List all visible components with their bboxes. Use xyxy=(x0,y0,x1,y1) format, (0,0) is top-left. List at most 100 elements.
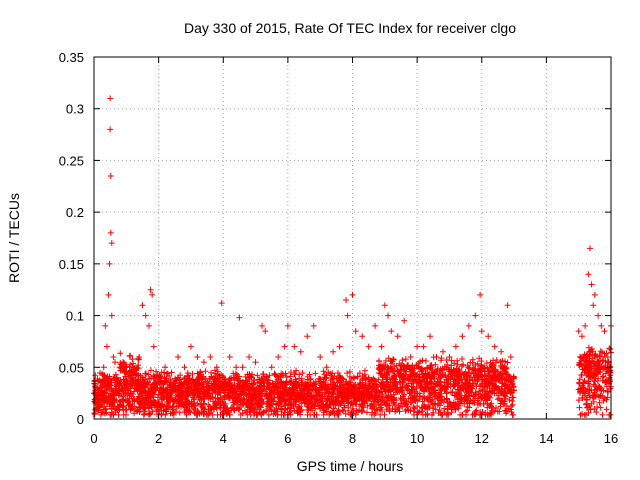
data-point xyxy=(344,370,351,377)
data-point xyxy=(463,393,470,400)
data-point xyxy=(100,372,107,379)
data-point xyxy=(593,386,600,393)
data-point xyxy=(347,380,354,387)
data-point xyxy=(128,405,135,412)
data-point xyxy=(176,376,183,383)
data-point xyxy=(420,393,427,400)
data-point xyxy=(99,390,106,397)
data-point xyxy=(323,401,330,408)
data-point xyxy=(150,343,157,350)
data-point xyxy=(103,343,110,350)
data-point xyxy=(169,404,176,411)
data-point xyxy=(482,397,489,404)
data-point xyxy=(335,410,341,417)
data-point xyxy=(389,405,396,412)
x-tick-label: 10 xyxy=(410,431,424,446)
data-point xyxy=(243,409,250,416)
data-point xyxy=(253,411,260,418)
data-point xyxy=(606,368,613,375)
data-point xyxy=(582,362,589,369)
data-point xyxy=(359,376,366,383)
data-point xyxy=(403,406,410,413)
data-point xyxy=(286,394,293,401)
data-point xyxy=(108,312,115,319)
data-point xyxy=(586,245,593,252)
data-point xyxy=(607,411,614,418)
data-point xyxy=(318,386,325,393)
data-point xyxy=(491,343,498,350)
data-point xyxy=(438,355,445,362)
data-point xyxy=(135,393,142,400)
data-point xyxy=(422,372,429,379)
data-point xyxy=(385,312,392,319)
data-point xyxy=(210,398,217,405)
data-point xyxy=(364,385,371,392)
data-point xyxy=(144,403,151,410)
data-point xyxy=(312,388,319,395)
data-point xyxy=(413,393,420,400)
data-point xyxy=(476,367,483,374)
data-point xyxy=(425,403,432,410)
data-point xyxy=(213,405,220,412)
data-point xyxy=(248,394,255,401)
data-point xyxy=(486,384,493,391)
data-point xyxy=(268,364,275,371)
data-point xyxy=(478,393,485,400)
data-point xyxy=(151,380,158,387)
data-point xyxy=(415,409,422,416)
data-point xyxy=(215,382,222,389)
data-point xyxy=(287,369,294,376)
data-point xyxy=(591,405,598,412)
data-point xyxy=(510,384,517,391)
data-point xyxy=(162,378,169,385)
data-point xyxy=(213,364,220,371)
data-point xyxy=(141,410,148,417)
data-point xyxy=(135,362,142,369)
data-point xyxy=(599,411,606,418)
data-point xyxy=(298,375,305,382)
data-point xyxy=(218,300,225,307)
data-point xyxy=(119,386,126,393)
data-point xyxy=(170,409,177,416)
data-point xyxy=(352,411,359,418)
data-point xyxy=(407,407,414,414)
data-point xyxy=(597,404,604,411)
data-point xyxy=(129,374,136,381)
data-point xyxy=(453,365,460,372)
data-point xyxy=(133,384,140,391)
data-point xyxy=(607,385,614,392)
data-point xyxy=(213,377,220,384)
data-point xyxy=(358,401,365,408)
data-point xyxy=(603,383,610,390)
data-point xyxy=(580,389,587,396)
data-point xyxy=(309,407,316,414)
data-point xyxy=(296,392,303,399)
data-point xyxy=(410,383,417,390)
data-point xyxy=(304,333,311,340)
data-point xyxy=(286,409,293,416)
data-point xyxy=(510,374,517,381)
data-point xyxy=(161,387,168,394)
data-point xyxy=(219,398,226,405)
data-point xyxy=(186,379,193,386)
data-point xyxy=(433,353,440,360)
data-point xyxy=(580,379,587,386)
data-point xyxy=(595,375,602,382)
data-point xyxy=(237,378,244,385)
data-point xyxy=(455,377,462,384)
data-point xyxy=(93,406,100,413)
data-point xyxy=(409,378,416,385)
data-point xyxy=(487,359,494,366)
data-point xyxy=(287,379,294,386)
data-point xyxy=(466,400,473,407)
data-point xyxy=(600,397,607,404)
data-point xyxy=(589,392,596,399)
data-point xyxy=(498,386,505,393)
data-point xyxy=(407,353,414,360)
data-point xyxy=(467,374,474,381)
data-point xyxy=(161,369,168,376)
data-point xyxy=(147,367,154,374)
data-point xyxy=(474,372,481,379)
data-point xyxy=(291,407,298,414)
data-point xyxy=(100,364,107,371)
